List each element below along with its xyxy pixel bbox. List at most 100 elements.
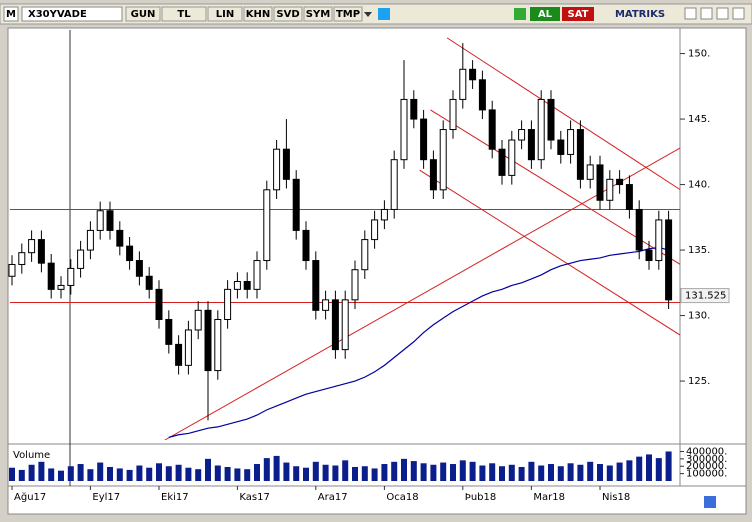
- candle-body: [86, 229, 94, 251]
- candle-body: [351, 269, 359, 301]
- x-tick-label: Mar18: [533, 492, 565, 503]
- volume-bar: [58, 470, 64, 481]
- win-max[interactable]: [700, 7, 713, 20]
- candle-body: [57, 284, 65, 290]
- volume-bar: [361, 466, 368, 481]
- x-tick-label: Ara17: [318, 492, 348, 503]
- toolbar-button[interactable]: [243, 6, 273, 22]
- candle-body: [18, 252, 26, 265]
- toolbar-button[interactable]: [161, 6, 207, 22]
- candle-body: [606, 178, 614, 201]
- volume-bar: [646, 454, 652, 481]
- y-tick-label: 125.: [688, 376, 710, 387]
- toolbar-button[interactable]: [303, 6, 333, 22]
- candle-body: [459, 68, 467, 100]
- volume-bar: [146, 467, 153, 481]
- x-tick-label: Þub18: [465, 492, 496, 503]
- volume-bar: [391, 461, 398, 481]
- candle-body: [390, 159, 398, 210]
- sell-button[interactable]: [562, 7, 594, 21]
- sell-label: SAT: [568, 9, 589, 20]
- volume-bar: [557, 466, 564, 481]
- y-tick-label: 135.: [688, 245, 710, 256]
- volume-bar: [459, 460, 466, 481]
- candle-body: [645, 249, 653, 262]
- toolbar-button[interactable]: [125, 6, 161, 22]
- toolbar-button[interactable]: [333, 6, 363, 22]
- candle-body: [537, 98, 545, 161]
- volume-bar: [303, 467, 309, 481]
- candle-body: [478, 79, 486, 111]
- volume-bar: [185, 467, 192, 481]
- volume-bar: [587, 461, 594, 481]
- volume-bar: [48, 468, 55, 481]
- scroll-icon[interactable]: [704, 496, 716, 508]
- volume-bar: [352, 466, 358, 481]
- last-price-box: [680, 288, 730, 304]
- candle-body: [116, 229, 124, 247]
- win-min[interactable]: [684, 7, 697, 20]
- toolbar-button[interactable]: [207, 6, 243, 22]
- candle-body: [214, 318, 222, 372]
- toolbar-buttons: GUN TL LIN KHN SVD SYM TMP: [125, 6, 363, 22]
- toolbar-button-label: TMP: [336, 9, 360, 20]
- win-close[interactable]: [716, 7, 729, 20]
- candle-body: [439, 129, 447, 191]
- volume-bar: [499, 466, 505, 481]
- toolbar-button[interactable]: [273, 6, 303, 22]
- y-tick-label: 140.: [688, 180, 710, 191]
- volume-bar: [528, 461, 535, 481]
- candle-body: [508, 139, 516, 176]
- candle-body: [420, 118, 428, 161]
- chart-area: [7, 27, 747, 515]
- y-tick-label: 130.: [688, 311, 710, 322]
- volume-bar: [322, 464, 329, 481]
- volume-tick-label: 400000.: [686, 446, 727, 457]
- volume-bar: [254, 464, 260, 481]
- volume-bar: [440, 462, 447, 481]
- moving-average: [168, 246, 669, 438]
- candle-body: [233, 281, 241, 290]
- candle-body: [312, 260, 320, 311]
- trendline: [419, 169, 680, 336]
- volume-tick-label: 300000.: [686, 454, 727, 465]
- volume-bar: [567, 463, 574, 481]
- y-tick-label: 145.: [688, 114, 710, 125]
- candle-body: [635, 208, 643, 251]
- dropdown[interactable]: [364, 12, 372, 17]
- candle-body: [488, 109, 496, 150]
- volume-bar: [626, 460, 633, 481]
- candle-body: [616, 178, 624, 186]
- brand: MATRIKS: [615, 9, 665, 20]
- twitter-icon[interactable]: [378, 8, 390, 20]
- toolbar-button-label: LIN: [216, 9, 234, 20]
- volume-bar: [77, 464, 84, 481]
- volume-bar: [97, 462, 104, 481]
- candle-body: [67, 267, 75, 286]
- refresh-icon[interactable]: [514, 8, 526, 20]
- candle-body: [361, 239, 369, 271]
- candle-body: [175, 343, 183, 366]
- candle-body: [292, 178, 300, 231]
- toolbar-button-label: GUN: [131, 9, 156, 20]
- volume-bar: [371, 468, 378, 481]
- volume-tick-label: 200000.: [686, 461, 727, 472]
- candle-body: [547, 98, 555, 141]
- toolbar-button-label: KHN: [246, 9, 271, 20]
- volume-bar: [283, 462, 290, 481]
- candle-body: [557, 139, 565, 155]
- logo: M: [6, 9, 16, 20]
- buy-button[interactable]: [530, 7, 560, 21]
- volume-bar: [577, 464, 584, 481]
- candle-body: [576, 129, 584, 180]
- candle-body: [28, 239, 36, 254]
- symbol-box[interactable]: [21, 6, 123, 22]
- volume-bar: [410, 461, 417, 481]
- volume-bar: [116, 468, 123, 481]
- win-close2[interactable]: [732, 7, 745, 20]
- buy-label: AL: [538, 9, 553, 20]
- volume-bar: [9, 467, 15, 481]
- volume-bar: [538, 465, 545, 481]
- volume-bar: [665, 451, 672, 481]
- x-tick-label: Eki17: [161, 492, 189, 503]
